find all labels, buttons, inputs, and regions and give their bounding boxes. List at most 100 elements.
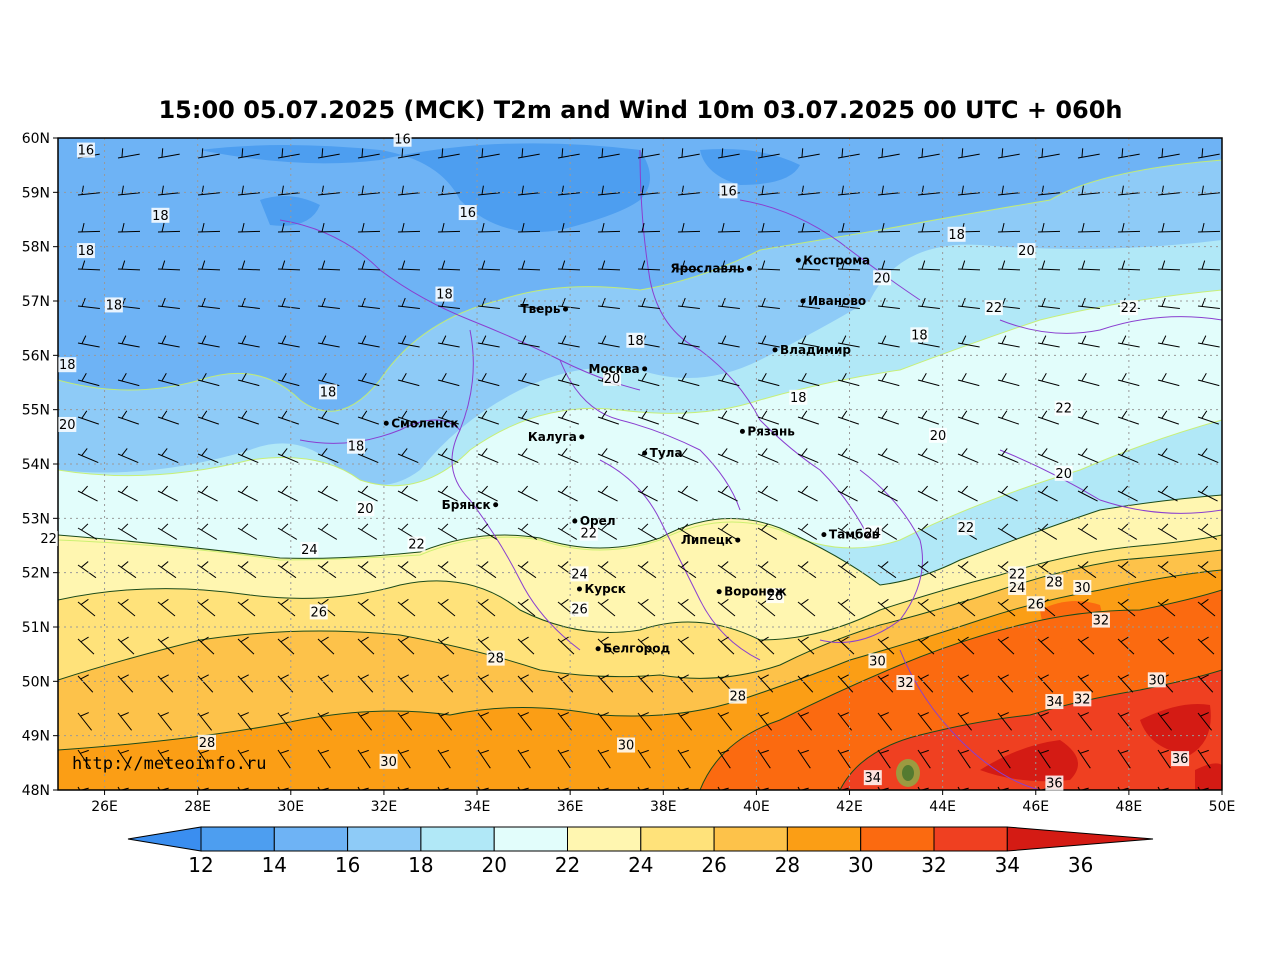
- lon-tick-label: 40E: [743, 799, 770, 815]
- colorbar-segment: [567, 826, 642, 852]
- wind-barb: [997, 523, 1018, 540]
- wind-barb: [197, 448, 219, 464]
- wind-barb: [557, 485, 578, 502]
- wind-barb: [557, 712, 573, 731]
- wind-barb: [557, 674, 574, 693]
- t14-16-zone: [200, 143, 650, 232]
- wind-barb: [397, 297, 420, 309]
- wind-barb: [277, 712, 293, 731]
- contour-value: 28: [487, 652, 504, 667]
- lon-tick-label: 36E: [557, 799, 584, 815]
- wind-barb: [1157, 636, 1175, 655]
- wind-barb: [557, 636, 575, 655]
- contour-label: 18: [626, 332, 645, 349]
- wind-barb: [277, 223, 301, 233]
- wind-barb: [1157, 148, 1180, 159]
- wind-barb: [1157, 712, 1173, 731]
- colorbar-segment: [493, 826, 569, 852]
- contour-value: 18: [106, 298, 123, 313]
- wind-barb: [317, 712, 333, 731]
- wind-barb: [917, 636, 935, 655]
- contour-value: 18: [627, 334, 644, 349]
- city-marker: Москва: [589, 362, 648, 376]
- wind-barb: [1197, 148, 1220, 159]
- wind-barb: [637, 410, 659, 425]
- wind-barb: [1077, 410, 1099, 425]
- contour-label: 22: [1119, 300, 1138, 316]
- wind-barb: [997, 410, 1019, 425]
- city-label: Тамбов: [829, 528, 880, 542]
- wind-barb: [1157, 185, 1180, 196]
- wind-barb: [317, 260, 341, 271]
- wind-barb: [117, 712, 133, 731]
- contour-label: 30: [1147, 672, 1166, 688]
- wind-barb: [1238, 524, 1257, 540]
- wind-barb: [917, 185, 940, 196]
- colorbar-label: 24: [628, 853, 653, 877]
- wind-barb: [197, 260, 221, 271]
- contour-value: 16: [720, 184, 737, 199]
- wind-barb: [837, 674, 854, 693]
- wind-barb: [397, 335, 420, 348]
- wind-barb: [1037, 223, 1061, 233]
- wind-barb: [757, 448, 779, 464]
- wind-barb: [797, 485, 818, 502]
- contour-label: 16: [719, 183, 738, 199]
- contour-label: 24: [570, 566, 589, 582]
- contour-value: 18: [436, 288, 453, 303]
- contour-value: 22: [581, 527, 598, 542]
- wind-barb: [957, 297, 980, 309]
- wind-barb: [1077, 185, 1100, 196]
- contour-value: 24: [301, 543, 318, 558]
- contour-label: 30: [379, 753, 398, 770]
- wind-barb: [757, 523, 778, 540]
- wind-barb: [997, 185, 1020, 196]
- wind-barb: [77, 335, 100, 348]
- lon-tick-label: 30E: [277, 799, 304, 815]
- wind-barb: [637, 712, 653, 731]
- wind-barb: [1117, 636, 1135, 655]
- wind-barb: [717, 598, 736, 617]
- wind-barb: [597, 712, 613, 731]
- wind-barb: [1157, 523, 1178, 540]
- wind-barb: [877, 223, 901, 233]
- wind-barb: [357, 148, 380, 159]
- city-marker: Кострома: [795, 253, 870, 267]
- wind-barb: [677, 712, 693, 731]
- wind-barb: [837, 185, 860, 196]
- wind-barb: [1077, 749, 1091, 769]
- wind-barb: [597, 260, 621, 271]
- wind-barb: [757, 260, 781, 271]
- wind-barb: [1238, 261, 1260, 270]
- wind-barb: [357, 297, 380, 309]
- wind-barb: [717, 448, 739, 464]
- lat-tick-label: 56N: [22, 348, 50, 364]
- wind-barb: [117, 335, 140, 348]
- contour-value: 20: [357, 502, 374, 517]
- wind-barb: [477, 148, 500, 159]
- wind-barb: [437, 523, 458, 540]
- city-marker: Липецк: [681, 533, 741, 547]
- wind-barb: [1077, 297, 1100, 309]
- wind-barb: [1117, 223, 1141, 233]
- city-dot: [493, 502, 499, 508]
- wind-barb: [557, 260, 581, 271]
- wind-barb: [1157, 223, 1181, 233]
- wind-barb: [957, 148, 980, 159]
- wind-barb: [757, 335, 780, 348]
- wind-barb: [477, 260, 501, 271]
- contour-label: 20: [603, 370, 622, 387]
- wind-barb: [997, 598, 1016, 617]
- wind-barb: [917, 523, 938, 540]
- wind-barb: [797, 223, 821, 233]
- wind-barb: [117, 598, 136, 617]
- wind-barb: [957, 185, 980, 196]
- wind-barb: [477, 223, 501, 233]
- contour-label: 28: [197, 734, 216, 751]
- wind-barb: [437, 410, 459, 425]
- city-dot: [572, 518, 578, 524]
- wind-barb: [597, 485, 618, 502]
- wind-barb: [317, 335, 340, 348]
- wind-barb: [877, 674, 894, 693]
